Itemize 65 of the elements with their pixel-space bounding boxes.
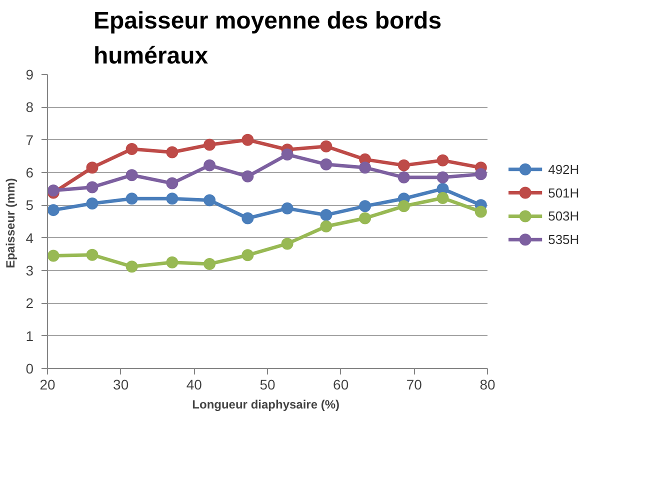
point [320,220,332,232]
y-tick-label: 3 [26,262,34,278]
point [86,248,98,261]
y-tick-label: 5 [26,197,34,214]
point [242,134,254,146]
point [436,154,449,166]
point [242,249,254,262]
y-tick-label: 0 [26,360,34,376]
point [320,208,332,221]
point [398,159,410,172]
x-tick-label: 20 [40,376,56,392]
point [359,200,372,212]
point [398,171,410,184]
x-tick-label: 80 [480,376,496,392]
point [204,138,216,151]
point [86,162,98,174]
point [436,171,449,184]
legend-label: 535H [548,232,580,248]
point [242,170,254,182]
point [166,192,178,205]
point [126,260,138,273]
point [474,168,487,180]
y-tick-label: 1 [26,328,34,344]
point [166,146,178,158]
point [204,159,216,172]
y-axis-title: Epaisseur (mm) [4,178,18,268]
x-tick-label: 70 [406,376,422,392]
point [320,158,332,170]
x-tick-label: 60 [333,376,349,392]
y-tick-label: 7 [26,132,34,148]
point [281,202,294,214]
x-axis-title: Longueur diaphysaire (%) [192,398,340,412]
legend-label: 492H [548,162,580,177]
y-tick-label: 2 [26,295,34,312]
point [281,148,294,161]
x-tick-label: 40 [186,376,202,392]
point [359,162,372,174]
chart-title: Epaisseur moyenne des bords huméraux [93,7,442,70]
y-tick-label: 9 [26,66,34,82]
y-tick-label: 4 [26,230,34,246]
point [86,198,98,210]
y-tick-label: 8 [26,99,34,116]
point [281,238,294,250]
point [398,200,410,212]
point [320,140,332,152]
point [126,169,138,182]
x-tick-label: 50 [260,376,276,392]
x-tick-label: 30 [113,376,129,392]
point [126,192,138,205]
legend-label: 503H [548,208,580,224]
point [204,194,216,206]
point [48,204,60,216]
point [166,256,178,268]
point [166,177,178,190]
point [204,258,216,270]
point [86,181,98,194]
y-tick-label: 6 [26,164,34,180]
point [48,184,60,196]
point [436,192,449,204]
point [126,142,138,155]
point [359,212,372,224]
legend-label: 501H [548,185,580,200]
point [474,206,487,218]
point [242,212,254,224]
point [48,250,60,262]
